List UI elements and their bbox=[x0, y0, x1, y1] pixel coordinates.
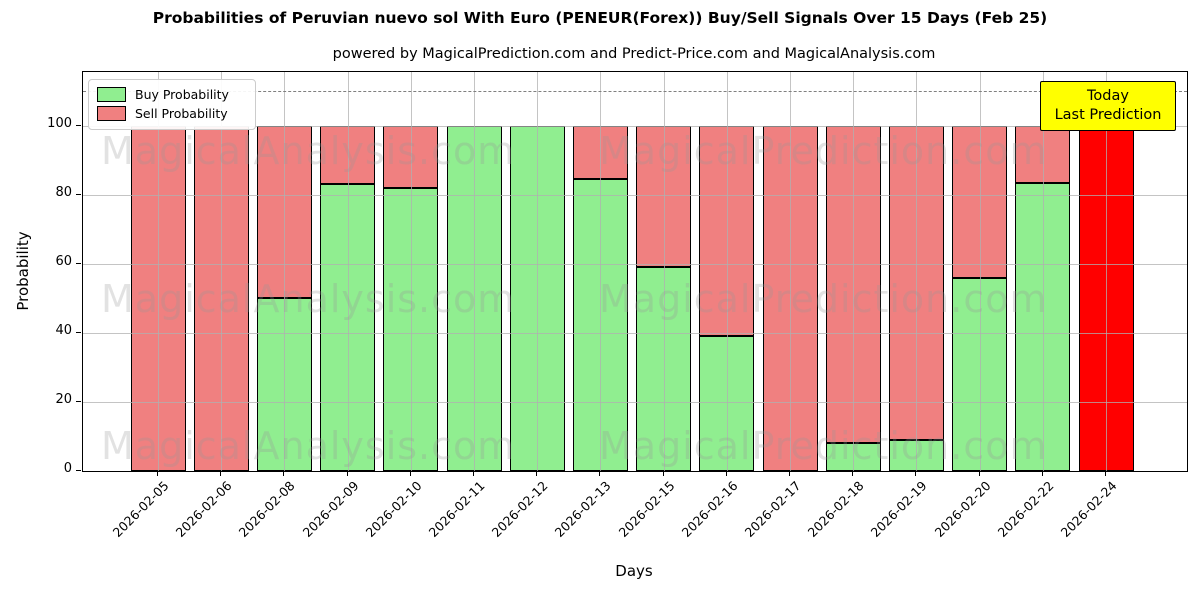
watermark-left: MagicalAnalysis.com bbox=[101, 129, 516, 173]
x-tick-mark bbox=[789, 471, 790, 476]
x-tick-mark bbox=[915, 471, 917, 476]
x-gridline bbox=[979, 72, 981, 471]
watermark-right: MagicalPrediction.com bbox=[599, 277, 1048, 321]
x-tick-mark bbox=[473, 471, 474, 476]
reference-line-110 bbox=[83, 91, 1187, 92]
x-gridline bbox=[158, 72, 159, 471]
y-tick-mark bbox=[76, 262, 81, 264]
x-tick-mark bbox=[536, 471, 538, 476]
x-gridline bbox=[221, 72, 223, 471]
y-gridline bbox=[83, 332, 1187, 334]
buy-swatch-icon bbox=[97, 87, 126, 102]
legend: Buy Probability Sell Probability bbox=[88, 79, 256, 130]
x-gridline bbox=[284, 72, 286, 471]
x-gridline bbox=[474, 72, 475, 471]
y-gridline bbox=[83, 401, 1187, 403]
today-annotation: Today Last Prediction bbox=[1040, 81, 1176, 131]
y-tick-mark bbox=[76, 193, 81, 195]
y-tick-label: 40 bbox=[55, 322, 72, 338]
x-gridline bbox=[410, 72, 412, 471]
watermark-right: MagicalPrediction.com bbox=[599, 424, 1048, 468]
y-tick-mark bbox=[76, 400, 81, 402]
watermark-left: MagicalAnalysis.com bbox=[101, 277, 516, 321]
y-tick-label: 100 bbox=[47, 115, 72, 131]
x-tick-mark bbox=[220, 471, 222, 476]
chart-title: Probabilities of Peruvian nuevo sol With… bbox=[152, 9, 1048, 27]
x-tick-mark bbox=[852, 471, 854, 476]
legend-label-sell: Sell Probability bbox=[135, 106, 228, 121]
today-annotation-line2: Last Prediction bbox=[1054, 107, 1162, 123]
today-annotation-line1: Today bbox=[1087, 88, 1129, 104]
x-gridline bbox=[537, 72, 539, 471]
x-axis-label: Days bbox=[615, 562, 653, 580]
x-gridline bbox=[726, 72, 728, 471]
legend-item-sell: Sell Probability bbox=[97, 104, 247, 123]
x-tick-mark bbox=[662, 471, 664, 476]
y-tick-label: 80 bbox=[55, 184, 72, 200]
x-tick-mark bbox=[978, 471, 980, 476]
legend-label-buy: Buy Probability bbox=[135, 87, 229, 102]
x-tick-mark bbox=[725, 471, 727, 476]
y-tick-mark bbox=[76, 331, 81, 333]
x-gridline bbox=[1106, 72, 1107, 471]
watermark-left: MagicalAnalysis.com bbox=[101, 424, 516, 468]
x-tick-mark bbox=[409, 471, 411, 476]
x-gridline bbox=[347, 72, 349, 471]
x-gridline bbox=[663, 72, 665, 471]
x-tick-mark bbox=[157, 471, 158, 476]
y-tick-mark bbox=[76, 124, 81, 126]
sell-swatch-icon bbox=[97, 106, 126, 121]
x-gridline bbox=[853, 72, 855, 471]
x-tick-mark bbox=[1105, 471, 1106, 476]
y-gridline bbox=[83, 194, 1187, 196]
y-tick-label: 20 bbox=[55, 391, 72, 407]
y-tick-mark bbox=[76, 470, 81, 471]
plot-area: Buy Probability Sell Probability Today L… bbox=[82, 71, 1188, 472]
x-gridline bbox=[1042, 72, 1044, 471]
x-tick-mark bbox=[1041, 471, 1043, 476]
x-gridline bbox=[790, 72, 791, 471]
x-tick-mark bbox=[599, 471, 601, 476]
legend-item-buy: Buy Probability bbox=[97, 85, 247, 104]
x-tick-mark bbox=[283, 471, 285, 476]
y-tick-label: 0 bbox=[63, 461, 72, 476]
x-gridline bbox=[600, 72, 602, 471]
y-tick-label: 60 bbox=[55, 253, 72, 269]
chart-subtitle: powered by MagicalPrediction.com and Pre… bbox=[332, 46, 936, 62]
y-gridline bbox=[83, 263, 1187, 265]
watermark-right: MagicalPrediction.com bbox=[599, 129, 1048, 173]
x-gridline bbox=[916, 72, 918, 471]
x-tick-mark bbox=[346, 471, 348, 476]
y-gridline bbox=[83, 125, 1187, 127]
